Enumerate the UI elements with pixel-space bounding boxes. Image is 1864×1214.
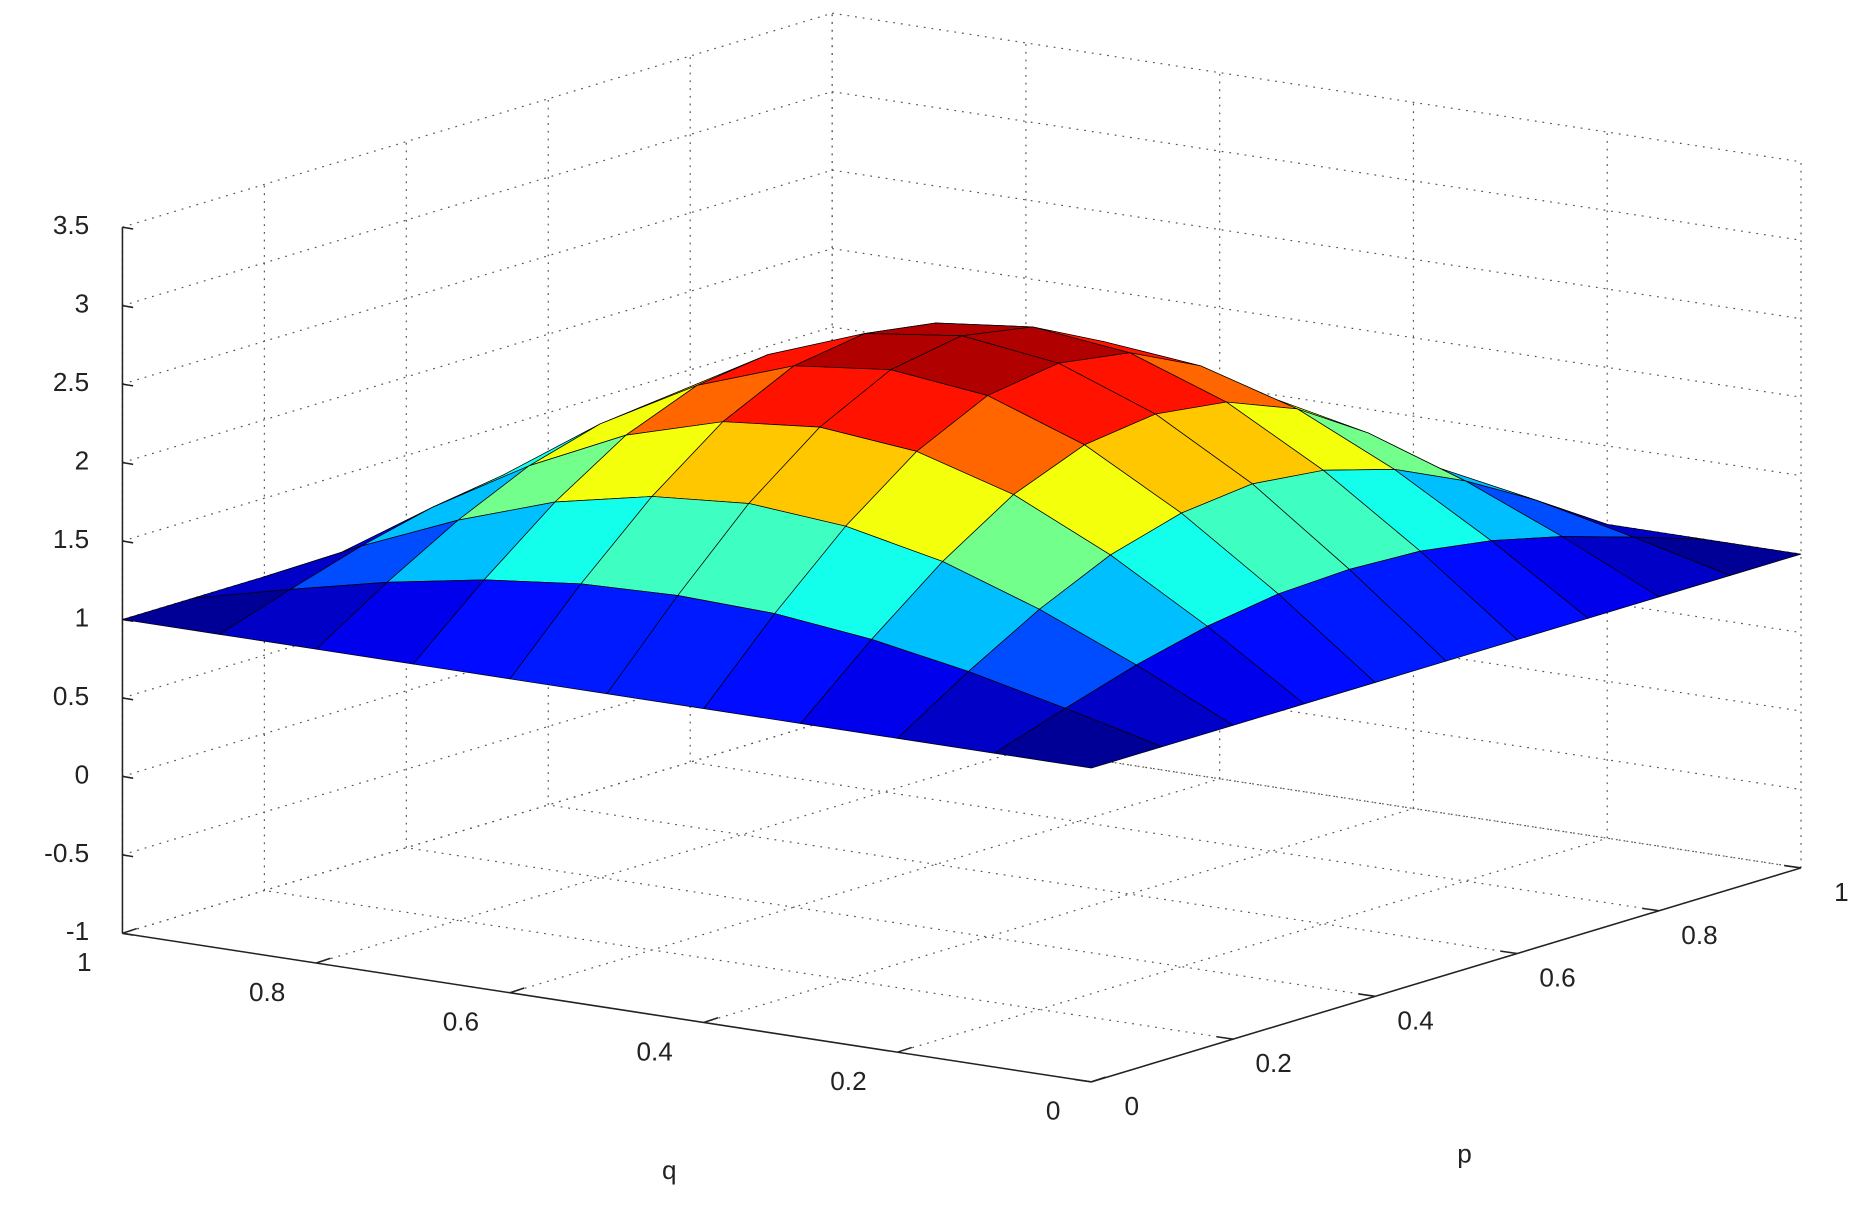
x-tick-label: 1 — [1834, 877, 1849, 907]
y-tick — [897, 1046, 913, 1053]
y-tick-label: 0 — [1046, 1096, 1061, 1126]
grid-line — [832, 12, 1802, 163]
z-tick-label: 1.5 — [53, 524, 89, 554]
y-tick-label: 0.8 — [249, 977, 285, 1007]
x-tick-label: 0.6 — [1539, 963, 1575, 993]
y-tick-label: 0.4 — [637, 1036, 673, 1066]
z-tick-label: -0.5 — [44, 838, 89, 868]
x-axis-label: p — [1457, 1139, 1472, 1169]
z-tick — [122, 304, 134, 309]
x-tick — [1358, 993, 1376, 998]
z-tick-label: -1 — [66, 916, 89, 946]
z-tick-label: 0.5 — [53, 681, 89, 711]
x-tick-label: 0.2 — [1255, 1048, 1291, 1078]
surface-patch — [994, 707, 1163, 769]
x-tick-label: 0.4 — [1397, 1005, 1433, 1035]
z-tick-label: 2.5 — [53, 367, 89, 397]
z-tick-label: 3 — [75, 289, 90, 319]
z-tick-label: 1 — [75, 602, 90, 632]
y-tick — [703, 1016, 719, 1024]
y-tick — [509, 987, 525, 994]
y-axis-label: q — [662, 1155, 677, 1185]
grid-line — [832, 91, 1802, 241]
grid-line — [690, 761, 1660, 912]
z-tick-label: 3.5 — [53, 210, 89, 240]
y-tick-label: 0.6 — [443, 1007, 479, 1037]
y-tick — [315, 957, 331, 964]
y-tick — [1091, 1076, 1106, 1083]
x-tick — [1784, 864, 1802, 869]
y-axis — [122, 932, 1092, 1083]
z-tick — [122, 932, 134, 936]
z-tick-label: 0 — [75, 759, 90, 789]
x-tick — [1074, 1078, 1092, 1083]
x-axis — [1091, 867, 1802, 1083]
x-tick — [1216, 1035, 1234, 1040]
z-tick-label: 2 — [75, 445, 90, 475]
x-tick-label: 0 — [1124, 1091, 1139, 1121]
grid-line — [832, 169, 1802, 320]
x-tick — [1642, 907, 1660, 912]
y-tick-label: 1 — [77, 947, 92, 977]
z-tick — [122, 775, 134, 779]
z-tick — [122, 540, 134, 544]
y-tick — [122, 927, 137, 935]
x-tick-label: 0.8 — [1681, 920, 1717, 950]
grid-line — [264, 889, 1234, 1040]
z-tick — [122, 854, 134, 858]
grid-line — [832, 718, 1802, 869]
grid-line — [832, 247, 1802, 398]
z-tick — [122, 226, 134, 230]
y-tick-label: 0.2 — [830, 1066, 866, 1096]
grid-line — [548, 804, 1518, 955]
z-tick — [122, 383, 134, 387]
z-tick — [122, 697, 134, 701]
z-tick — [122, 461, 134, 466]
grid-line — [406, 847, 1376, 997]
x-tick — [1500, 950, 1518, 955]
